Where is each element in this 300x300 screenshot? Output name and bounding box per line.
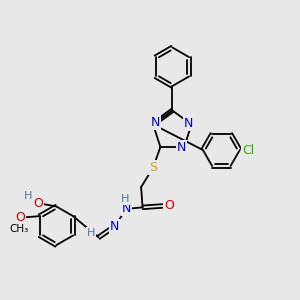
Text: CH₃: CH₃	[9, 224, 28, 234]
Text: Cl: Cl	[242, 143, 254, 157]
Text: H: H	[121, 194, 129, 204]
Text: N: N	[184, 117, 193, 130]
Text: S: S	[149, 161, 157, 174]
Text: O: O	[34, 197, 44, 210]
Text: H: H	[87, 228, 95, 238]
Text: N: N	[177, 141, 187, 154]
Text: O: O	[164, 200, 174, 212]
Text: N: N	[151, 116, 160, 129]
Text: H: H	[24, 191, 32, 201]
Text: N: N	[110, 220, 120, 232]
Text: N: N	[122, 202, 131, 215]
Text: O: O	[15, 211, 25, 224]
